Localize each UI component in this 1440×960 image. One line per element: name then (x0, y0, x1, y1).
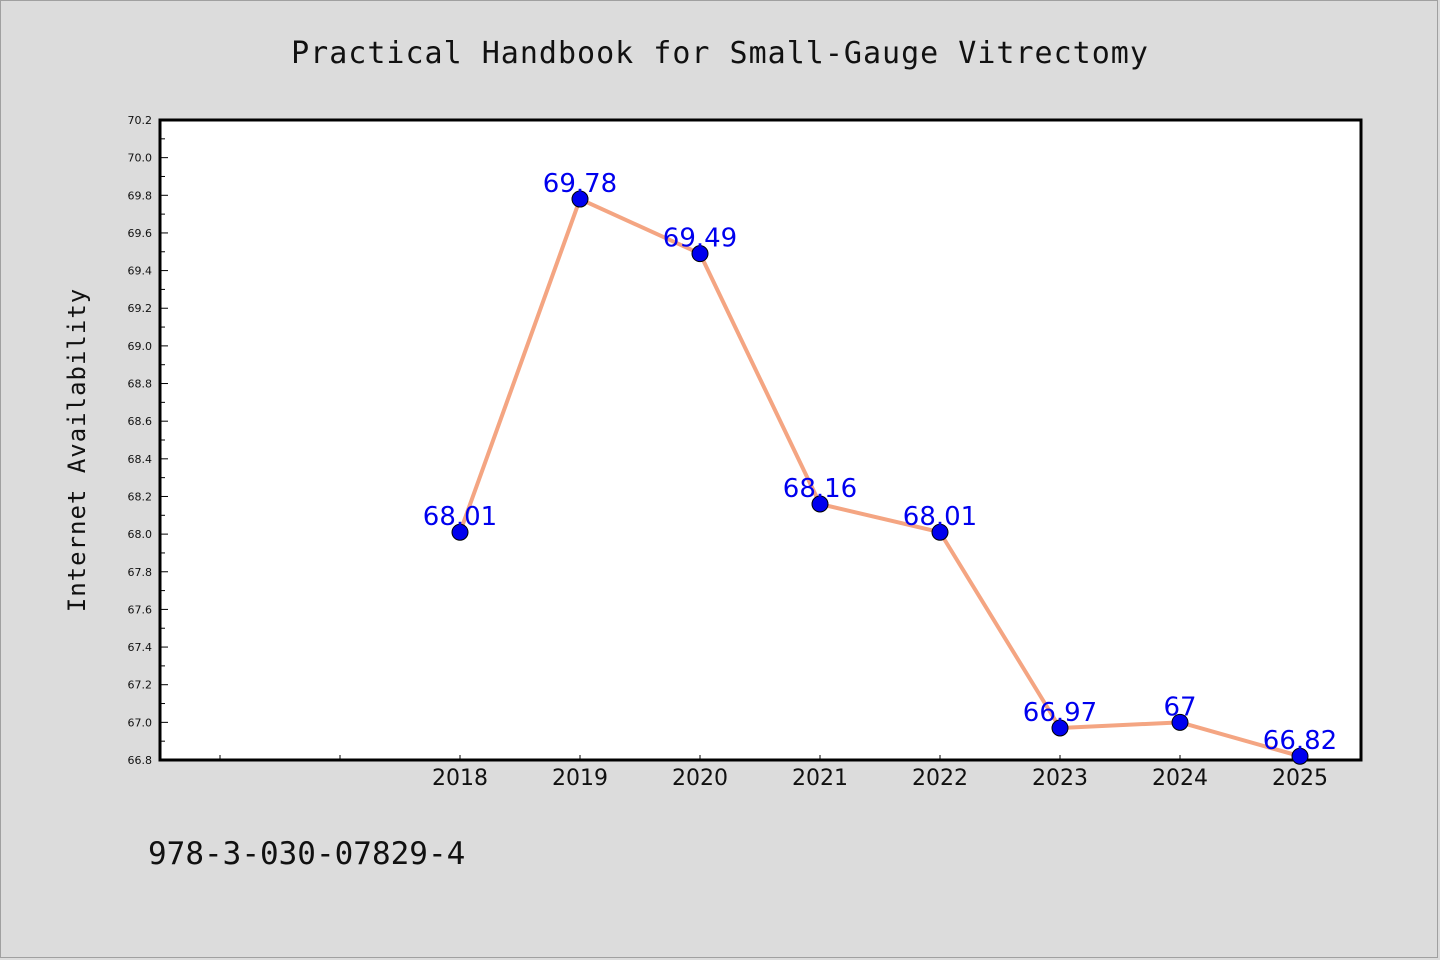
y-tick-label: 67.2 (128, 679, 153, 692)
data-label: 68.01 (423, 502, 497, 532)
y-tick-label: 70.2 (128, 114, 153, 127)
data-label: 68.01 (903, 502, 977, 532)
series-group (451, 190, 1309, 765)
data-point (691, 245, 709, 263)
isbn-footer: 978-3-030-07829-4 (148, 836, 465, 872)
y-tick-label: 69.8 (128, 189, 153, 202)
y-tick-label: 67.8 (128, 566, 153, 579)
data-point (931, 523, 949, 541)
data-point (1291, 747, 1309, 765)
data-label: 69.78 (543, 169, 617, 199)
x-tick-label: 2025 (1272, 766, 1328, 791)
data-point (811, 495, 829, 513)
data-label: 66.82 (1263, 726, 1337, 756)
data-label: 69.49 (663, 224, 737, 254)
data-label: 66.97 (1023, 698, 1097, 728)
y-tick-label: 67.6 (128, 603, 153, 616)
data-point (451, 523, 469, 541)
x-tick-label: 2024 (1152, 766, 1208, 791)
y-tick-label: 69.2 (128, 302, 153, 315)
chart-title: Practical Handbook for Small-Gauge Vitre… (291, 36, 1149, 71)
y-tick-label: 69.4 (128, 265, 153, 278)
y-tick-label: 67.0 (128, 716, 153, 729)
data-label: 67 (1163, 692, 1196, 722)
data-point (1051, 719, 1069, 737)
y-tick-label: 68.4 (128, 453, 153, 466)
plot-area (158, 118, 1363, 762)
x-tick-label: 2022 (912, 766, 968, 791)
data-point (1171, 713, 1189, 731)
y-axis-label: Internet Availability (63, 288, 91, 612)
x-axis-ticks: 2018 2019 2020 2021 2022 2023 2024 2025 (219, 755, 1328, 791)
y-tick-label: 68.6 (128, 415, 153, 428)
y-tick-label: 70.0 (128, 152, 153, 165)
data-labels-group: 68.01 69.78 69.49 68.16 68.01 66.97 67 66.82 (423, 169, 1337, 756)
y-tick-label: 67.4 (128, 641, 153, 654)
x-tick-label: 2021 (792, 766, 848, 791)
y-tick-label: 68.8 (128, 378, 153, 391)
y-tick-label: 69.6 (128, 227, 153, 240)
y-tick-label: 69.0 (128, 340, 153, 353)
y-axis-ticks: 66.8 67.0 67.2 67.4 67.6 67.8 68.0 68.2 68.4 68.6… (128, 114, 168, 767)
x-tick-label: 2019 (552, 766, 608, 791)
x-tick-label: 2018 (432, 766, 488, 791)
y-tick-label: 66.8 (128, 754, 153, 767)
x-tick-label: 2023 (1032, 766, 1088, 791)
data-point (571, 190, 589, 208)
y-tick-label: 68.2 (128, 490, 153, 503)
x-tick-label: 2020 (672, 766, 728, 791)
series-line (458, 197, 1301, 759)
y-tick-label: 68.0 (128, 528, 153, 541)
data-label: 68.16 (783, 474, 857, 504)
